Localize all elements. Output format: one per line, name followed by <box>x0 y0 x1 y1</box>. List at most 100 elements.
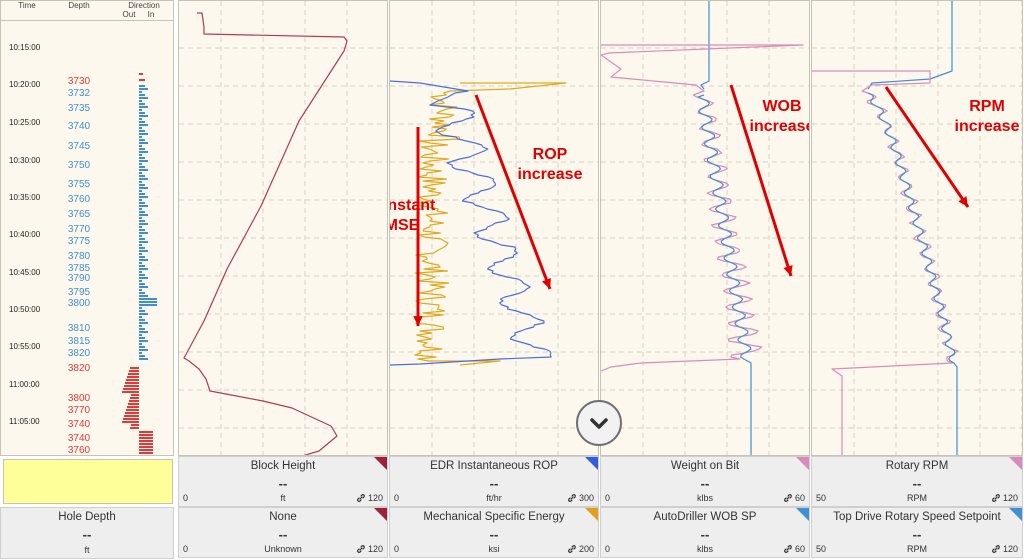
direction-bar <box>139 313 148 315</box>
direction-bar <box>139 88 148 90</box>
direction-bar <box>139 85 145 87</box>
direction-bar <box>139 449 153 451</box>
channel-unit: ksi <box>488 544 500 554</box>
direction-bar <box>139 304 157 306</box>
direction-bar <box>125 412 139 414</box>
block-height-plot <box>179 1 387 455</box>
channel-unit: klbs <box>696 493 713 503</box>
chevron-down-icon <box>590 418 608 429</box>
channel-color-marker <box>585 508 598 521</box>
wob-increase-annotation: WOB increase <box>749 98 810 135</box>
depth-label: 3750 <box>67 160 91 171</box>
time-label: 10:35:00 <box>9 193 41 202</box>
channel-value: -- <box>489 476 499 491</box>
link-icon <box>357 545 365 553</box>
mse-panel[interactable]: Mechanical Specific Energy -- 0 ksi 200 <box>389 507 599 558</box>
direction-bar <box>139 274 145 276</box>
grid-lines <box>812 1 1022 455</box>
time-label: 10:30:00 <box>9 156 41 165</box>
direction-bar <box>139 280 142 282</box>
direction-bar <box>139 214 148 216</box>
direction-bar <box>139 343 142 345</box>
edr-rop-panel[interactable]: EDR Instantaneous ROP -- 0 ft/hr 300 <box>389 456 599 507</box>
depth-highlight-panel <box>3 459 173 504</box>
direction-bar <box>139 145 142 147</box>
direction-bar <box>139 316 142 318</box>
link-icon <box>992 494 1000 502</box>
rpm-track: RPM increase <box>811 0 1023 456</box>
depth-label: 3785 <box>67 263 91 274</box>
link-icon <box>992 545 1000 553</box>
wob-setpoint-upper <box>700 1 710 90</box>
time-label: 10:45:00 <box>9 268 41 277</box>
channel-color-marker <box>374 508 387 521</box>
direction-bar <box>139 208 142 210</box>
direction-bar <box>139 178 148 180</box>
wob-sp-panel[interactable]: AutoDriller WOB SP -- 0 klbs 60 <box>600 507 810 558</box>
direction-bar <box>130 367 139 369</box>
channel-value: -- <box>912 476 922 491</box>
rpm-setpoint-curve <box>867 92 958 455</box>
direction-bar <box>139 319 145 321</box>
direction-bar <box>129 400 139 402</box>
block-height-curve <box>183 12 348 455</box>
direction-bar <box>139 136 142 138</box>
hole-depth-label: Hole Depth <box>58 511 116 523</box>
direction-bar <box>139 175 145 177</box>
block-height-panel[interactable]: Block Height -- 0 ft 120 <box>178 456 388 507</box>
channel-value: -- <box>912 527 922 542</box>
direction-bar <box>124 415 139 417</box>
scroll-down-button[interactable] <box>576 400 622 446</box>
channel-label: Rotary RPM <box>885 460 949 472</box>
depth-label: 3790 <box>67 273 91 284</box>
direction-bar <box>139 121 145 123</box>
direction-bar <box>139 340 148 342</box>
channel-value: -- <box>700 476 710 491</box>
direction-bar <box>139 205 148 207</box>
direction-bar <box>139 157 145 159</box>
depth-label: 3760 <box>67 445 91 456</box>
direction-bar <box>139 434 153 436</box>
rpm-sp-panel[interactable]: Top Drive Rotary Speed Setpoint -- 50 RPM 12… <box>811 507 1023 558</box>
channel-color-marker <box>796 508 809 521</box>
hole-depth-unit: ft <box>84 545 90 555</box>
channel-label: AutoDriller WOB SP <box>653 511 757 523</box>
direction-bar <box>139 193 145 195</box>
link-icon <box>784 494 792 502</box>
channel-unit: RPM <box>907 544 927 554</box>
wob-track: WOB increase <box>600 0 810 456</box>
wob-curve <box>601 44 804 372</box>
wob-panel[interactable]: Weight on Bit -- 0 klbs 60 <box>600 456 810 507</box>
hole-depth-panel[interactable]: Hole Depth -- ft <box>0 507 174 559</box>
depth-label: 3770 <box>67 224 91 235</box>
direction-bar <box>139 142 148 144</box>
grid-lines <box>601 1 809 455</box>
scale-min: 0 <box>605 493 611 503</box>
rop-curve <box>390 80 552 366</box>
direction-bar <box>139 232 148 234</box>
direction-bar <box>129 370 139 372</box>
direction-bar <box>130 397 139 399</box>
direction-bar <box>139 181 142 183</box>
rpm-panel[interactable]: Rotary RPM -- 50 RPM 120 <box>811 456 1023 507</box>
depth-column-header: Depth <box>68 1 90 10</box>
direction-bar <box>139 130 145 132</box>
scale-max: 200 <box>567 544 594 554</box>
direction-bar <box>139 301 157 303</box>
depth-label: 3800 <box>67 298 91 309</box>
direction-bar <box>139 91 142 93</box>
direction-bar <box>139 79 145 81</box>
direction-bar <box>139 437 153 439</box>
direction-bar <box>139 268 148 270</box>
direction-bar <box>139 352 142 354</box>
direction-bar <box>139 259 148 261</box>
direction-in-header: In <box>147 10 155 19</box>
direction-bar <box>139 163 142 165</box>
depth-label: 3800 <box>67 393 91 404</box>
direction-bar <box>128 403 139 405</box>
none-panel[interactable]: None -- 0 Unknown 120 <box>178 507 388 558</box>
direction-bar <box>139 283 145 285</box>
direction-bar <box>139 256 145 258</box>
depth-label: 3820 <box>67 363 91 374</box>
scale-min: 0 <box>394 493 400 503</box>
